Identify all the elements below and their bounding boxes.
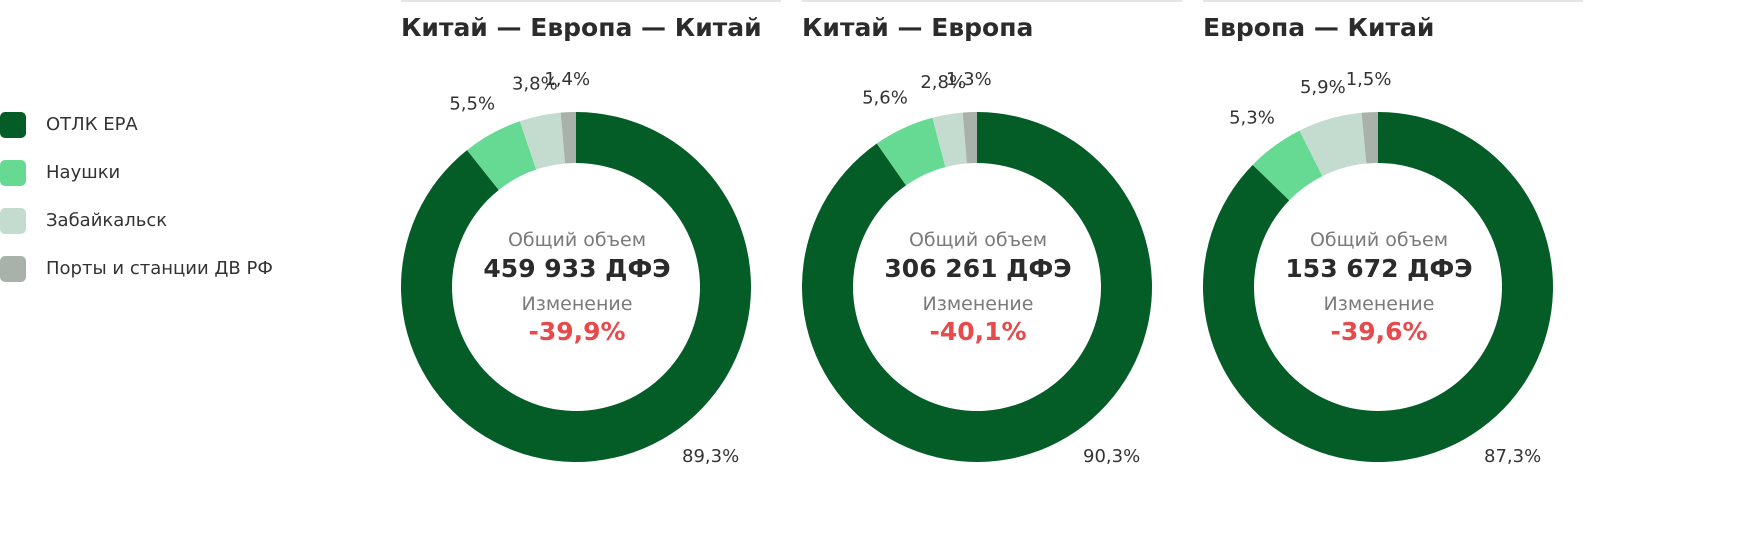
legend-swatch: [0, 160, 26, 186]
label-ports-dv: 1,5%: [1346, 69, 1392, 90]
legend-swatch: [0, 208, 26, 234]
slice-otlk-era: [802, 112, 1152, 462]
legend-swatch: [0, 256, 26, 282]
label-zabaikalsk: 2,8%: [920, 72, 966, 93]
panel-divider: [401, 0, 781, 2]
legend-swatch: [0, 112, 26, 138]
center-total: 459 933 ДФЭ: [483, 254, 670, 283]
legend-label: Порты и станции ДВ РФ: [46, 258, 273, 279]
chart-panel-china-europe-china: Китай — Европа — Китай Общий объем 459 9…: [401, 0, 781, 535]
legend-label: Забайкальск: [46, 210, 168, 231]
label-otlk-era: 87,3%: [1484, 446, 1541, 467]
label-ports-dv: 1,3%: [946, 69, 992, 90]
label-naushki: 5,6%: [862, 88, 908, 109]
label-naushki: 5,3%: [1229, 108, 1275, 129]
chart-title: Китай — Европа: [802, 13, 1034, 42]
center-change-value: -40,1%: [929, 317, 1026, 346]
chart-title: Европа — Китай: [1203, 13, 1435, 42]
center-change-caption: Изменение: [522, 293, 633, 315]
label-otlk-era: 89,3%: [682, 446, 739, 467]
center-change-caption: Изменение: [923, 293, 1034, 315]
label-zabaikalsk: 5,9%: [1300, 77, 1346, 98]
slice-ports-dv: [962, 112, 977, 164]
center-total: 306 261 ДФЭ: [884, 254, 1071, 283]
legend-label: ОТЛК ЕРА: [46, 114, 138, 135]
panel-divider: [1203, 0, 1583, 2]
slice-naushki: [876, 117, 946, 186]
label-naushki: 5,5%: [449, 93, 495, 114]
chart-panel-europe-china: Европа — Китай Общий объем 153 672 ДФЭ И…: [1203, 0, 1583, 535]
chart-panel-china-europe: Китай — Европа Общий объем 306 261 ДФЭ И…: [802, 0, 1182, 535]
donut-chart: Общий объем 459 933 ДФЭ Изменение -39,9%…: [401, 69, 751, 467]
chart-title: Китай — Европа — Китай: [401, 13, 762, 42]
slice-otlk-era: [401, 112, 751, 463]
slice-ports-dv: [1361, 112, 1378, 164]
label-zabaikalsk: 3,8%: [512, 73, 558, 94]
center-caption: Общий объем: [508, 229, 646, 251]
center-total: 153 672 ДФЭ: [1285, 254, 1472, 283]
slice-zabaikalsk: [1299, 112, 1367, 177]
label-ports-dv: 1,4%: [544, 69, 590, 90]
panel-divider: [802, 0, 1182, 2]
center-change-caption: Изменение: [1324, 293, 1435, 315]
slice-ports-dv: [560, 112, 576, 164]
slice-naushki: [1252, 130, 1323, 201]
donut-chart: Общий объем 306 261 ДФЭ Изменение -40,1%…: [802, 69, 1152, 467]
slice-zabaikalsk: [932, 112, 967, 168]
slice-naushki: [467, 121, 537, 190]
donut-chart: Общий объем 153 672 ДФЭ Изменение -39,6%…: [1203, 69, 1553, 467]
label-otlk-era: 90,3%: [1083, 446, 1140, 467]
center-change-value: -39,6%: [1330, 317, 1427, 346]
center-change-value: -39,9%: [528, 317, 625, 346]
legend-label: Наушки: [46, 162, 121, 183]
slice-zabaikalsk: [519, 112, 566, 170]
center-caption: Общий объем: [909, 229, 1047, 251]
center-caption: Общий объем: [1310, 229, 1448, 251]
